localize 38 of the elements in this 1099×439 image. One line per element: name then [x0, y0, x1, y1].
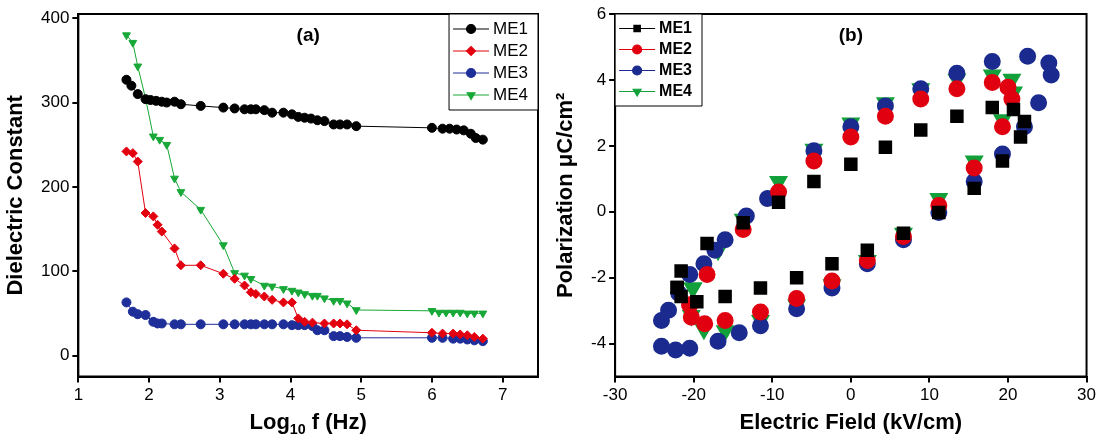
- legend-label: ME1: [659, 18, 693, 36]
- x-tick-label: -20: [681, 385, 706, 405]
- legend-label: ME3: [659, 60, 693, 78]
- x-tick-label: 20: [998, 385, 1018, 405]
- x-tick-label: 3: [215, 385, 225, 405]
- y-tick-label: 400: [40, 7, 70, 27]
- y-tick-label: 0: [596, 201, 607, 221]
- x-tick-label: 1: [73, 385, 84, 405]
- legend-label: ME4: [493, 84, 529, 104]
- legend-label: ME4: [659, 81, 693, 99]
- y-tick-label: 2: [596, 135, 607, 155]
- y-tick-label: -2: [590, 267, 607, 287]
- x-tick-label: 5: [356, 385, 366, 405]
- x-tick-label: 10: [919, 385, 939, 405]
- y-tick-label: 200: [40, 176, 70, 196]
- y-axis-title: Polarization μC/cm²: [552, 92, 578, 298]
- x-tick-label: 30: [1077, 385, 1097, 405]
- y-tick-label: 4: [596, 69, 607, 89]
- y-tick-label: -4: [590, 333, 607, 353]
- y-axis-title: Dielectric Constant: [2, 94, 28, 296]
- x-tick-label: -30: [602, 385, 628, 405]
- y-tick-label: 6: [596, 3, 607, 23]
- legend-label: ME2: [659, 39, 693, 57]
- x-axis-title: Electric Field (kV/cm): [739, 409, 963, 435]
- x-tick-label: 4: [285, 385, 296, 405]
- y-tick-label: 300: [40, 92, 70, 112]
- x-tick-label: 7: [497, 385, 508, 405]
- x-tick-label: 0: [846, 385, 856, 405]
- x-tick-label: 6: [427, 385, 437, 405]
- legend-label: ME1: [493, 18, 529, 38]
- x-tick-label: -10: [759, 385, 785, 405]
- legend-label: ME3: [493, 62, 529, 82]
- y-tick-label: 0: [59, 345, 70, 365]
- x-tick-label: 2: [144, 385, 154, 405]
- annotation: (a): [296, 24, 320, 46]
- y-tick-label: 100: [40, 260, 70, 280]
- annotation: (b): [838, 24, 863, 46]
- legend-label: ME2: [493, 40, 529, 60]
